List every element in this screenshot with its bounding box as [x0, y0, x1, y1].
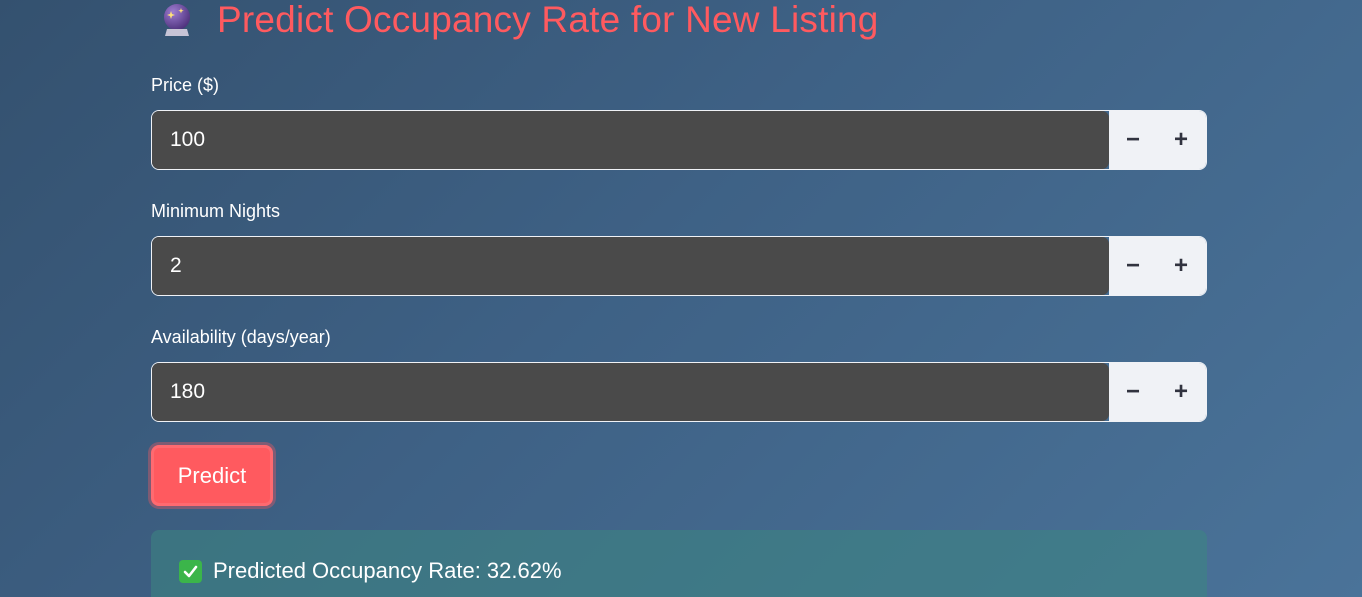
crystal-ball-icon: [159, 2, 195, 38]
result-alert: Predicted Occupancy Rate: 32.62%: [151, 530, 1207, 597]
main-content: Predict Occupancy Rate for New Listing P…: [151, 0, 1207, 597]
check-mark-icon: [179, 559, 202, 583]
predict-button[interactable]: Predict: [151, 445, 273, 506]
price-decrement-button[interactable]: −: [1125, 126, 1140, 153]
minimum-nights-input: 2 − +: [151, 236, 1207, 296]
price-label: Price ($): [151, 75, 220, 95]
page-title: Predict Occupancy Rate for New Listing: [217, 0, 879, 40]
minimum-nights-label: Minimum Nights: [151, 201, 281, 221]
availability-label: Availability (days/year): [151, 327, 331, 347]
availability-stepper: − +: [1109, 363, 1206, 421]
availability-value[interactable]: 180: [152, 363, 1109, 421]
price-value[interactable]: 100: [152, 111, 1109, 169]
minimum-nights-decrement-button[interactable]: −: [1125, 252, 1140, 279]
result-text: Predicted Occupancy Rate: 32.62%: [213, 558, 562, 583]
minimum-nights-stepper: − +: [1109, 237, 1206, 295]
result-row: Predicted Occupancy Rate: 32.62%: [179, 558, 562, 584]
price-stepper: − +: [1109, 111, 1206, 169]
page-header: Predict Occupancy Rate for New Listing: [159, 0, 879, 42]
availability-increment-button[interactable]: +: [1173, 378, 1188, 405]
minimum-nights-increment-button[interactable]: +: [1173, 252, 1188, 279]
price-input: 100 − +: [151, 110, 1207, 170]
availability-input: 180 − +: [151, 362, 1207, 422]
minimum-nights-value[interactable]: 2: [152, 237, 1109, 295]
availability-decrement-button[interactable]: −: [1125, 378, 1140, 405]
price-increment-button[interactable]: +: [1173, 126, 1188, 153]
